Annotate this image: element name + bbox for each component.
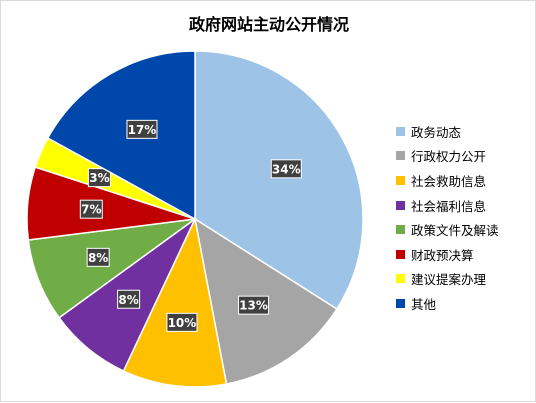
data-label-text: 17% — [128, 123, 157, 137]
legend-label: 政策文件及解读 — [411, 223, 499, 239]
legend-swatch — [396, 249, 405, 259]
data-label: 7% — [79, 199, 103, 219]
legend-label: 社会救助信息 — [411, 173, 487, 189]
legend-item: 政务动态 — [396, 119, 536, 144]
legend-swatch — [396, 298, 405, 308]
data-label-text: 8% — [118, 293, 138, 307]
data-label-text: 10% — [168, 316, 197, 330]
legend-swatch — [396, 274, 405, 284]
data-label: 8% — [86, 247, 110, 267]
pie-slice — [122, 216, 228, 388]
legend-swatch — [396, 175, 405, 185]
legend-swatch — [396, 126, 405, 136]
data-label-text: 13% — [239, 299, 268, 313]
chart-legend: 政务动态行政权力公开 社会救助信息 社会福利信息 政策文件及解读 财政预决算建议提案办理… — [396, 119, 536, 316]
legend-item: 政策文件及解读 — [396, 217, 536, 242]
legend-swatch — [396, 225, 405, 235]
legend-swatch — [396, 151, 405, 161]
legend-item: 社会救助信息 — [396, 168, 536, 193]
data-label: 3% — [87, 168, 111, 188]
legend-item: 行政权力公开 — [396, 144, 536, 169]
legend-item: 其他 — [396, 291, 536, 316]
legend-label: 政务动态 — [411, 124, 462, 140]
legend-label: 行政权力公开 — [411, 149, 487, 165]
data-label: 13% — [238, 295, 270, 315]
data-label-text: 7% — [81, 203, 101, 217]
data-label: 10% — [166, 312, 198, 332]
chart-title: 政府网站主动公开情况 — [188, 15, 349, 34]
data-label-text: 3% — [89, 171, 109, 185]
legend-item: 建议提案办理 — [396, 267, 536, 292]
legend-label: 其他 — [411, 296, 437, 312]
pie-slice — [194, 50, 364, 311]
pie-slice — [46, 50, 196, 221]
legend-label: 财政预决算 — [411, 247, 474, 263]
legend-label: 建议提案办理 — [411, 272, 487, 288]
data-label: 8% — [117, 289, 141, 309]
data-label: 17% — [126, 119, 158, 139]
data-label-text: 8% — [88, 251, 108, 265]
legend-swatch — [396, 200, 405, 210]
legend-label: 社会福利信息 — [411, 198, 487, 214]
data-label: 34% — [270, 159, 302, 179]
legend-item: 财政预决算 — [396, 242, 536, 267]
data-label-text: 34% — [272, 162, 301, 176]
legend-item: 社会福利信息 — [396, 193, 536, 218]
